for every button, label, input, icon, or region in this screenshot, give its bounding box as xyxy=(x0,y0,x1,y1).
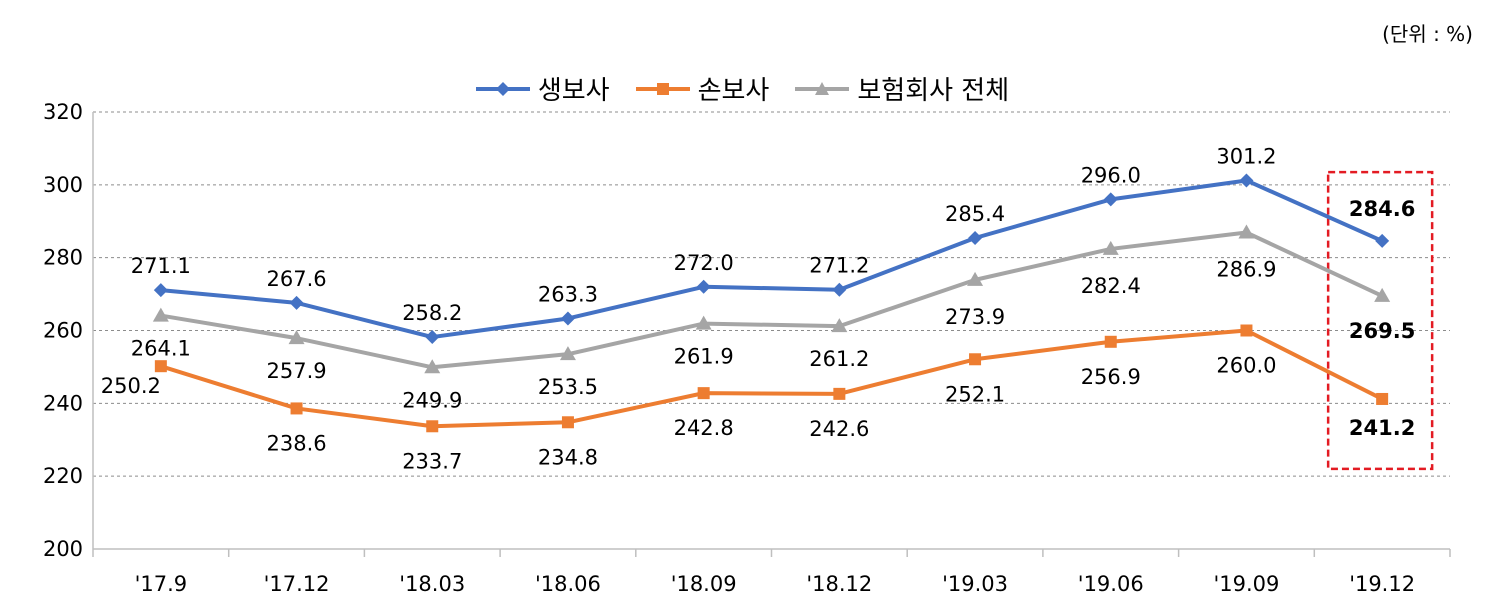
legend-label-nonlife: 손보사 xyxy=(697,76,770,106)
life-insurer-data-label: 258.2 xyxy=(402,301,462,325)
chart-legend: 생보사 손보사 보험회사 전체 xyxy=(0,70,1485,107)
nonlife-insurer-data-label: 252.1 xyxy=(945,382,1005,406)
total-insurer-data-label: 253.5 xyxy=(538,375,598,399)
total-insurer-point xyxy=(152,307,169,322)
life-insurer-point xyxy=(560,311,575,326)
total-insurer-data-label: 269.5 xyxy=(1349,319,1415,343)
legend-label-total: 보험회사 전체 xyxy=(857,76,1010,106)
y-tick-label: 260 xyxy=(43,319,83,343)
x-tick-label: '19.09 xyxy=(1213,572,1279,596)
x-tick-label: '18.06 xyxy=(535,572,601,596)
total-insurer-point xyxy=(695,315,712,330)
nonlife-insurer-point xyxy=(561,416,574,429)
nonlife-insurer-point xyxy=(969,353,982,366)
nonlife-insurer-data-label: 260.0 xyxy=(1216,354,1276,378)
life-insurer-point xyxy=(696,279,711,294)
x-tick-label: '17.12 xyxy=(264,572,330,596)
nonlife-insurer-point xyxy=(1376,392,1389,405)
legend-swatch-nonlife xyxy=(635,82,690,95)
nonlife-insurer-data-label: 242.6 xyxy=(809,417,869,441)
total-insurer-line xyxy=(160,230,1383,370)
life-insurer-data-label: 285.4 xyxy=(945,202,1005,226)
nonlife-insurer-point xyxy=(1104,335,1117,348)
x-tick-label: '18.03 xyxy=(399,572,465,596)
nonlife-insurer-data-label: 233.7 xyxy=(402,449,462,473)
life-insurer-data-label: 301.2 xyxy=(1216,144,1276,168)
total-insurer-data-label: 257.9 xyxy=(266,359,326,383)
total-insurer-point xyxy=(967,271,984,286)
nonlife-insurer-data-label: 242.8 xyxy=(674,416,734,440)
total-insurer-data-label: 282.4 xyxy=(1081,274,1141,298)
total-insurer-point xyxy=(1238,224,1255,239)
life-insurer-point xyxy=(1375,233,1390,248)
total-insurer-point xyxy=(831,318,848,333)
legend-item-total: 보험회사 전체 xyxy=(795,70,1009,107)
total-insurer-data-label: 261.2 xyxy=(809,347,869,371)
x-tick-label: '18.09 xyxy=(671,572,737,596)
total-insurer-data-label: 261.9 xyxy=(674,345,734,369)
life-insurer-point xyxy=(1239,173,1254,188)
y-tick-label: 280 xyxy=(43,246,83,270)
life-insurer-point xyxy=(832,282,847,297)
nonlife-insurer-point xyxy=(1240,324,1253,337)
life-insurer-point xyxy=(153,283,168,298)
life-insurer-point xyxy=(425,330,440,345)
legend-swatch-total xyxy=(795,81,850,95)
legend-item-nonlife: 손보사 xyxy=(635,70,770,107)
nonlife-insurer-point xyxy=(290,402,303,415)
life-insurer-data-label: 284.6 xyxy=(1349,197,1415,221)
total-insurer-data-label: 286.9 xyxy=(1216,258,1276,282)
nonlife-insurer-point xyxy=(426,420,439,433)
total-insurer-point xyxy=(1374,287,1391,302)
total-insurer-data-label: 264.1 xyxy=(131,337,191,361)
y-tick-label: 220 xyxy=(43,464,83,488)
legend-label-life: 생보사 xyxy=(537,76,610,106)
nonlife-insurer-data-label: 238.6 xyxy=(266,431,326,455)
total-insurer-data-label: 249.9 xyxy=(402,388,462,412)
total-insurer-data-label: 273.9 xyxy=(945,305,1005,329)
x-tick-label: '17.9 xyxy=(135,572,188,596)
nonlife-insurer-point xyxy=(154,360,167,373)
legend-item-life: 생보사 xyxy=(475,70,610,107)
life-insurer-data-label: 271.2 xyxy=(809,254,869,278)
nonlife-insurer-data-label: 234.8 xyxy=(538,445,598,469)
nonlife-insurer-line xyxy=(160,328,1384,429)
life-insurer-data-label: 267.6 xyxy=(266,267,326,291)
life-insurer-data-label: 296.0 xyxy=(1081,163,1141,187)
total-insurer-point xyxy=(424,359,441,374)
x-tick-label: '19.03 xyxy=(942,572,1008,596)
life-insurer-data-label: 271.1 xyxy=(131,254,191,278)
life-insurer-point xyxy=(1103,192,1118,207)
x-tick-label: '18.12 xyxy=(806,572,872,596)
highlight-box xyxy=(1326,170,1434,471)
x-tick-label: '19.06 xyxy=(1078,572,1144,596)
life-insurer-data-label: 263.3 xyxy=(538,282,598,306)
y-tick-label: 300 xyxy=(43,173,83,197)
total-insurer-point xyxy=(1102,240,1119,255)
life-insurer-data-label: 272.0 xyxy=(674,251,734,275)
life-insurer-point xyxy=(968,231,983,246)
y-tick-label: 320 xyxy=(43,100,83,124)
unit-label: (단위 : %) xyxy=(1382,22,1473,46)
life-insurer-point xyxy=(289,295,304,310)
nonlife-insurer-point xyxy=(697,387,710,400)
total-insurer-point xyxy=(288,330,305,345)
legend-swatch-life xyxy=(475,81,530,96)
y-tick-label: 200 xyxy=(43,537,83,561)
y-tick-label: 240 xyxy=(43,391,83,415)
nonlife-insurer-data-label: 241.2 xyxy=(1349,416,1415,440)
nonlife-insurer-point xyxy=(833,387,846,400)
total-insurer-point xyxy=(559,346,576,361)
x-tick-label: '19.12 xyxy=(1349,572,1415,596)
nonlife-insurer-data-label: 256.9 xyxy=(1081,365,1141,389)
nonlife-insurer-data-label: 250.2 xyxy=(101,374,161,398)
life-insurer-line xyxy=(160,178,1383,340)
